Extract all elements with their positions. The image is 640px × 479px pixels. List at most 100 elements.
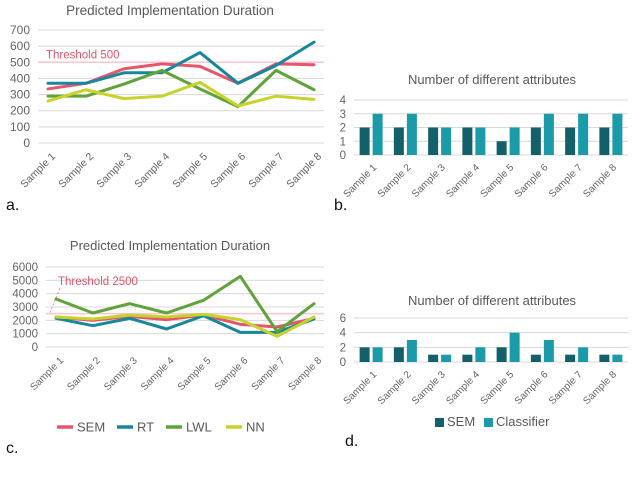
x-tick-label: Sample 2 [56,151,96,191]
bar-Classifier-sample-7 [578,347,589,362]
series-line-RT [46,40,316,85]
x-tick-label: Sample 4 [444,162,482,200]
x-tick-label: Sample 6 [513,369,551,407]
y-tick-label: 3 [340,109,346,121]
y-tick-label: 0 [23,136,30,150]
x-tick-label: Sample 8 [581,369,619,407]
threshold-label: Threshold 2500 [58,276,138,288]
chart-title: Predicted Implementation Duration [70,238,270,253]
legend-label-RT: RT [137,420,154,435]
x-tick-label: Sample 5 [479,369,517,407]
x-tick-label: Sample 8 [286,355,324,393]
x-tick-label: Sample 1 [18,151,58,191]
bar-Classifier-sample-2 [406,340,417,362]
x-tick-label: Sample 5 [479,162,517,200]
x-tick-label: Sample 5 [170,151,210,191]
x-tick-label: Sample 1 [28,355,66,393]
chart-title: Number of different attributes [408,72,577,87]
x-tick-label: Sample 6 [513,162,551,200]
legend-label-NN: NN [246,420,265,435]
bar-Classifier-sample-5 [509,332,520,362]
series-line-NN [54,312,316,338]
bar-Classifier-sample-4 [475,347,486,362]
panel-label-c: c. [6,440,19,457]
bar-SEM-sample-8 [599,354,610,362]
x-tick-label: Sample 2 [376,162,414,200]
bar-Classifier-sample-8 [612,113,623,155]
y-tick-label: 2 [340,342,346,354]
y-tick-label: 2000 [12,315,38,327]
bar-Classifier-sample-1 [372,347,383,362]
y-tick-label: 4 [340,95,347,107]
y-tick-label: 1 [340,136,346,148]
x-tick-label: Sample 8 [284,151,324,191]
bar-Classifier-sample-1 [372,113,383,155]
x-tick-label: Sample 7 [547,369,585,407]
chart-a-svg: Predicted Implementation Duration 0 100 200… [10,3,324,191]
bar-SEM-sample-2 [393,347,404,362]
y-tick-label: 0 [340,357,346,369]
panel-label-a: a. [6,197,20,214]
y-tick-label: 4 [340,328,347,340]
x-tick-label: Sample 1 [342,162,380,200]
bar-SEM-sample-4 [462,127,473,155]
bar-SEM-sample-6 [530,127,541,155]
x-tick-label: Sample 7 [246,151,286,191]
chart-predicted-duration-c: Predicted Implementation Duration 0 1000 20… [0,237,332,437]
bar-SEM-sample-3 [428,127,439,155]
chart-b-svg: Number of different attributes 0 12 3 4 Sampl… [340,72,628,200]
y-tick-label: 4000 [12,289,38,301]
bar-SEM-sample-4 [462,354,473,362]
y-tick-label: 400 [10,71,30,85]
bar-Classifier-sample-5 [509,127,520,155]
y-tick-label: 0 [32,342,38,354]
y-tick-label: 600 [10,39,30,53]
series-line-LWL [54,274,316,334]
y-tick-label: 2 [340,123,346,135]
legend-label-Classifier: Classifier [496,414,550,429]
x-tick-label: Sample 2 [65,355,103,393]
bar-Classifier-sample-6 [543,113,554,155]
x-tick-label: Sample 2 [376,369,414,407]
bar-SEM-sample-1 [359,347,370,362]
bar-SEM-sample-7 [565,354,576,362]
bar-Classifier-sample-3 [441,127,452,155]
x-tick-label: Sample 6 [213,355,251,393]
x-tick-label: Sample 3 [102,355,140,393]
panel-label-b: b. [334,197,348,214]
bar-SEM-sample-6 [530,354,541,362]
x-tick-label: Sample 7 [250,355,288,393]
panel-label-d: d. [345,433,359,450]
y-tick-label: 6 [340,313,346,325]
legend-label-SEM: SEM [77,420,105,435]
chart-title: Number of different attributes [408,293,577,308]
series-line-LWL [46,68,316,109]
bar-Classifier-sample-3 [441,354,452,362]
chart-d-svg: Number of different attributes 0 2 4 6 Sample… [340,293,628,429]
x-tick-label: Sample 3 [410,162,448,200]
y-tick-label: 300 [10,88,30,102]
chart-attributes-d: Number of different attributes 0 2 4 6 Sample… [332,292,638,444]
legend-swatch-SEM [435,418,444,427]
bar-SEM-sample-8 [599,127,610,155]
y-tick-label: 700 [10,23,30,37]
legend-label-LWL: LWL [186,420,212,435]
y-tick-label: 3000 [12,302,38,314]
legend-swatch-Classifier [484,418,493,427]
y-tick-label: 5000 [12,275,38,287]
bar-Classifier-sample-6 [543,340,554,362]
x-tick-label: Sample 4 [139,355,177,393]
legend-label-SEM: SEM [447,414,475,429]
bar-Classifier-sample-8 [612,354,623,362]
bar-Classifier-sample-2 [406,113,417,155]
y-tick-label: 500 [10,55,30,69]
bar-Classifier-sample-4 [475,127,486,155]
x-tick-label: Sample 3 [410,369,448,407]
x-tick-label: Sample 4 [444,369,482,407]
x-tick-label: Sample 1 [342,369,380,407]
x-tick-label: Sample 4 [132,151,172,191]
y-tick-label: 100 [10,120,30,134]
y-tick-label: 6000 [12,262,38,274]
bar-SEM-sample-5 [496,141,507,155]
